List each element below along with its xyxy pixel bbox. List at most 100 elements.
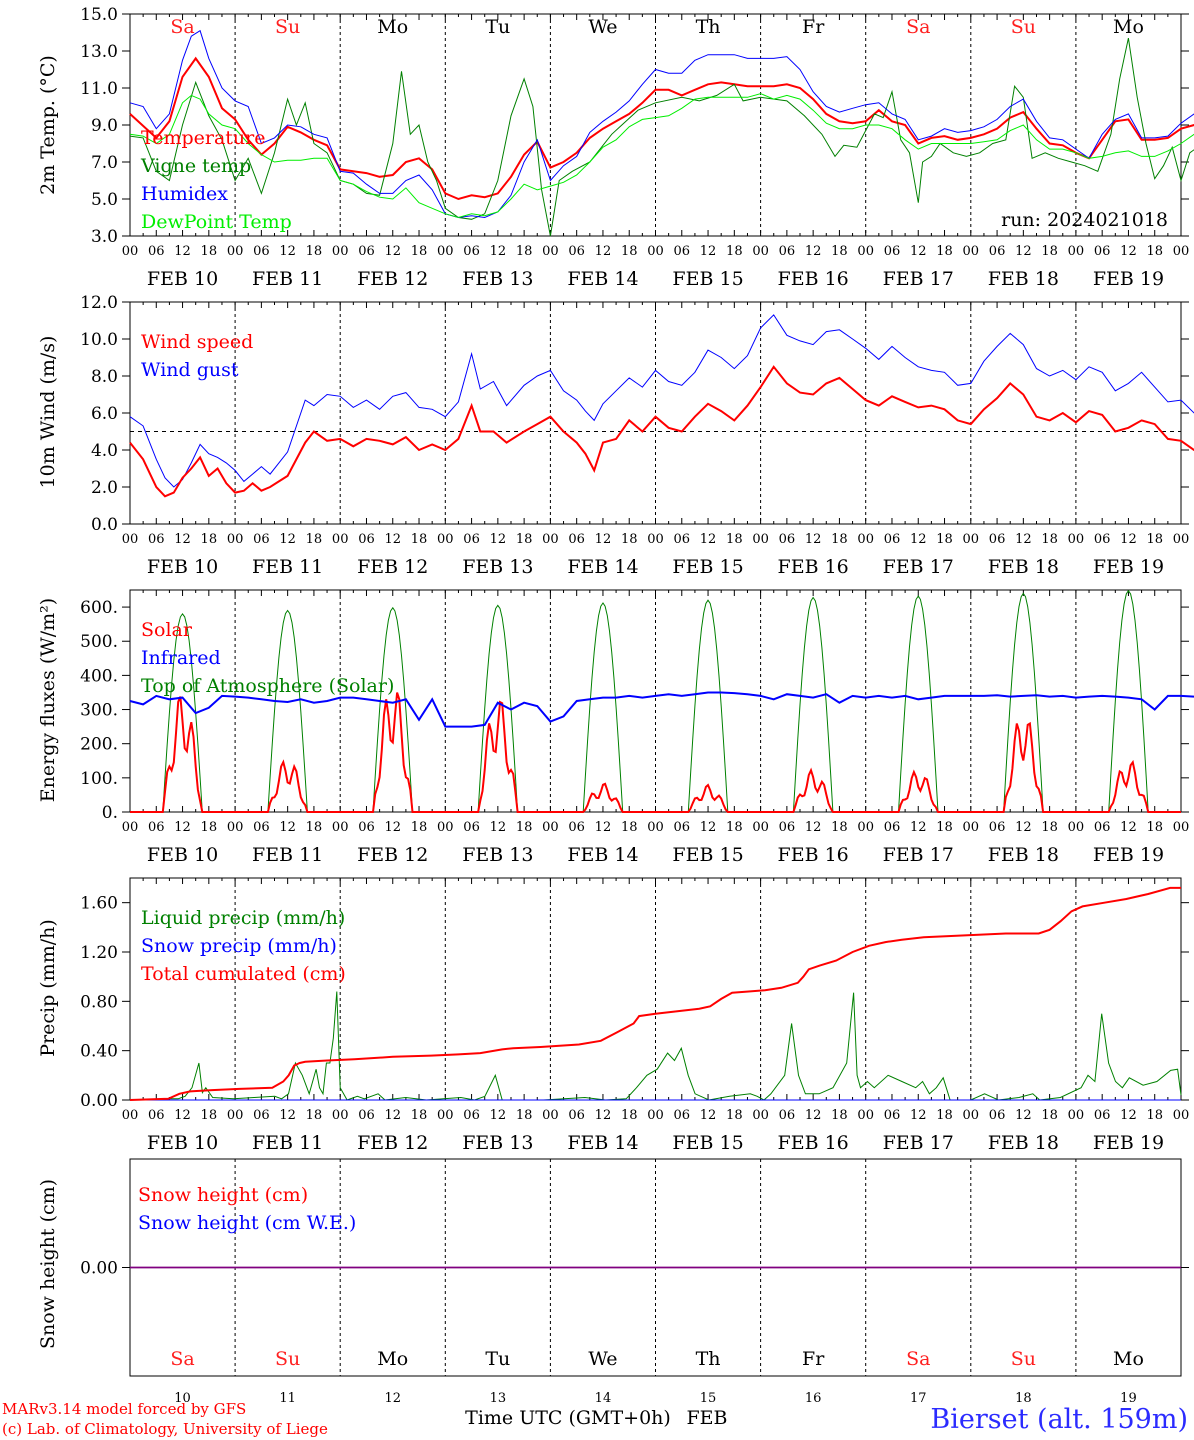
hour-tick-label: 18 [516, 1108, 533, 1123]
hour-tick-label: 00 [963, 532, 980, 547]
hour-tick-label: 06 [989, 820, 1006, 835]
date-label: FEB 11 [252, 1132, 323, 1154]
legend-entry: DewPoint Temp [141, 211, 292, 233]
ylabel-energy: Energy fluxes (W/m²) [37, 598, 59, 802]
legend-entry: Infrared [141, 647, 221, 669]
y-tick-label: 0. [102, 803, 118, 823]
hour-tick-label: 18 [831, 820, 848, 835]
hour-tick-label: 06 [674, 244, 691, 259]
hour-tick-label: 18 [411, 532, 428, 547]
y-tick-label: 12.0 [80, 293, 118, 313]
hour-tick-label: 00 [542, 1108, 559, 1123]
date-label: FEB 18 [988, 844, 1059, 866]
legend-entry: Humidex [141, 183, 228, 205]
hour-tick-label: 06 [779, 1108, 796, 1123]
date-label: FEB 10 [147, 268, 218, 290]
hour-tick-label: 06 [989, 244, 1006, 259]
hour-tick-label: 12 [700, 244, 717, 259]
hour-tick-label: 06 [358, 532, 375, 547]
hour-tick-label: 00 [752, 820, 769, 835]
hour-tick-label: 18 [726, 820, 743, 835]
hour-tick-label: 12 [805, 820, 822, 835]
legend-entry: Total cumulated (cm) [141, 963, 346, 985]
date-label: FEB 12 [357, 1132, 428, 1154]
hour-tick-label: 00 [332, 820, 349, 835]
date-label: FEB 18 [988, 1132, 1059, 1154]
footer: MARv3.14 model forced by GFS (c) Lab. of… [2, 1400, 1188, 1438]
hour-tick-label: 06 [253, 820, 270, 835]
hour-tick-label: 12 [595, 1108, 612, 1123]
hour-tick-label: 12 [910, 1108, 927, 1123]
hour-tick-label: 12 [174, 820, 191, 835]
legend-entry: Solar [141, 619, 193, 641]
y-tick-label: 10.0 [80, 330, 118, 350]
weekday-label-bottom: Sa [906, 1348, 930, 1370]
hour-tick-label: 00 [752, 244, 769, 259]
hour-tick-label: 00 [332, 1108, 349, 1123]
hour-tick-label: 18 [831, 244, 848, 259]
weekday-label-top: Fr [802, 16, 825, 38]
y-tick-label: 0.00 [80, 1091, 118, 1111]
weekday-label-top: Sa [906, 16, 930, 38]
y-tick-label: 1.20 [80, 943, 118, 963]
date-label: FEB 13 [462, 556, 533, 578]
hour-tick-label: 12 [1120, 820, 1137, 835]
hour-tick-label: 00 [227, 532, 244, 547]
hour-tick-label: 06 [884, 1108, 901, 1123]
hour-tick-label: 12 [490, 820, 507, 835]
hour-tick-label: 06 [358, 1108, 375, 1123]
weekday-label-bottom: Mo [377, 1348, 408, 1370]
hour-tick-label: 18 [621, 532, 638, 547]
hour-tick-label: 00 [437, 820, 454, 835]
hour-tick-label: 06 [884, 532, 901, 547]
date-label: FEB 18 [988, 268, 1059, 290]
weekday-label-top: We [588, 16, 617, 38]
date-label: FEB 15 [672, 844, 743, 866]
weekday-label-bottom: Tu [485, 1348, 510, 1370]
date-label: FEB 17 [883, 844, 954, 866]
hour-tick-label: 18 [1146, 532, 1163, 547]
hour-tick-label: 06 [1094, 532, 1111, 547]
hour-tick-label: 00 [647, 1108, 664, 1123]
ylabel-precip: Precip (mm/h) [37, 919, 59, 1057]
ylabel-wind: 10m Wind (m/s) [37, 336, 59, 489]
hour-tick-label: 12 [805, 1108, 822, 1123]
hour-tick-label: 06 [674, 1108, 691, 1123]
date-label: FEB 10 [147, 1132, 218, 1154]
hour-tick-label: 06 [568, 1108, 585, 1123]
hour-tick-label: 12 [174, 1108, 191, 1123]
y-tick-label: 11.0 [80, 79, 118, 99]
hour-tick-label: 18 [306, 820, 323, 835]
hour-tick-label: 00 [542, 244, 559, 259]
date-label: FEB 12 [357, 844, 428, 866]
series-line [129, 886, 1181, 1101]
date-label: FEB 15 [672, 556, 743, 578]
hour-tick-label: 06 [884, 244, 901, 259]
y-tick-label: 100. [80, 769, 118, 789]
hour-tick-label: 06 [568, 532, 585, 547]
hour-tick-label: 12 [595, 244, 612, 259]
weekday-label-bottom: Th [696, 1348, 721, 1370]
hour-tick-label: 18 [1041, 820, 1058, 835]
weekday-label-top: Su [1011, 16, 1036, 38]
hour-tick-label: 12 [700, 1108, 717, 1123]
hour-tick-label: 00 [752, 532, 769, 547]
hour-tick-label: 12 [1015, 532, 1032, 547]
weekday-label-top: Mo [377, 16, 408, 38]
hour-tick-label: 12 [1015, 820, 1032, 835]
hour-tick-label: 06 [148, 244, 165, 259]
date-label: FEB 14 [567, 556, 638, 578]
time-axis-month: FEB [686, 1407, 727, 1429]
weekday-label-top: Sa [170, 16, 194, 38]
date-label: FEB 12 [357, 268, 428, 290]
series-line [130, 991, 1182, 1101]
time-axis-label: Time UTC (GMT+0h) [465, 1407, 671, 1429]
hour-tick-label: 06 [253, 532, 270, 547]
hour-tick-label: 00 [647, 532, 664, 547]
hour-tick-label: 06 [148, 820, 165, 835]
hour-tick-label: 12 [1015, 1108, 1032, 1123]
hour-tick-label: 06 [779, 244, 796, 259]
panel-temperature: 2m Temp. (°C) run: 2024021018 00 06 12 18 00… [37, 5, 1194, 290]
date-label: FEB 11 [252, 268, 323, 290]
date-label: FEB 16 [778, 1132, 849, 1154]
